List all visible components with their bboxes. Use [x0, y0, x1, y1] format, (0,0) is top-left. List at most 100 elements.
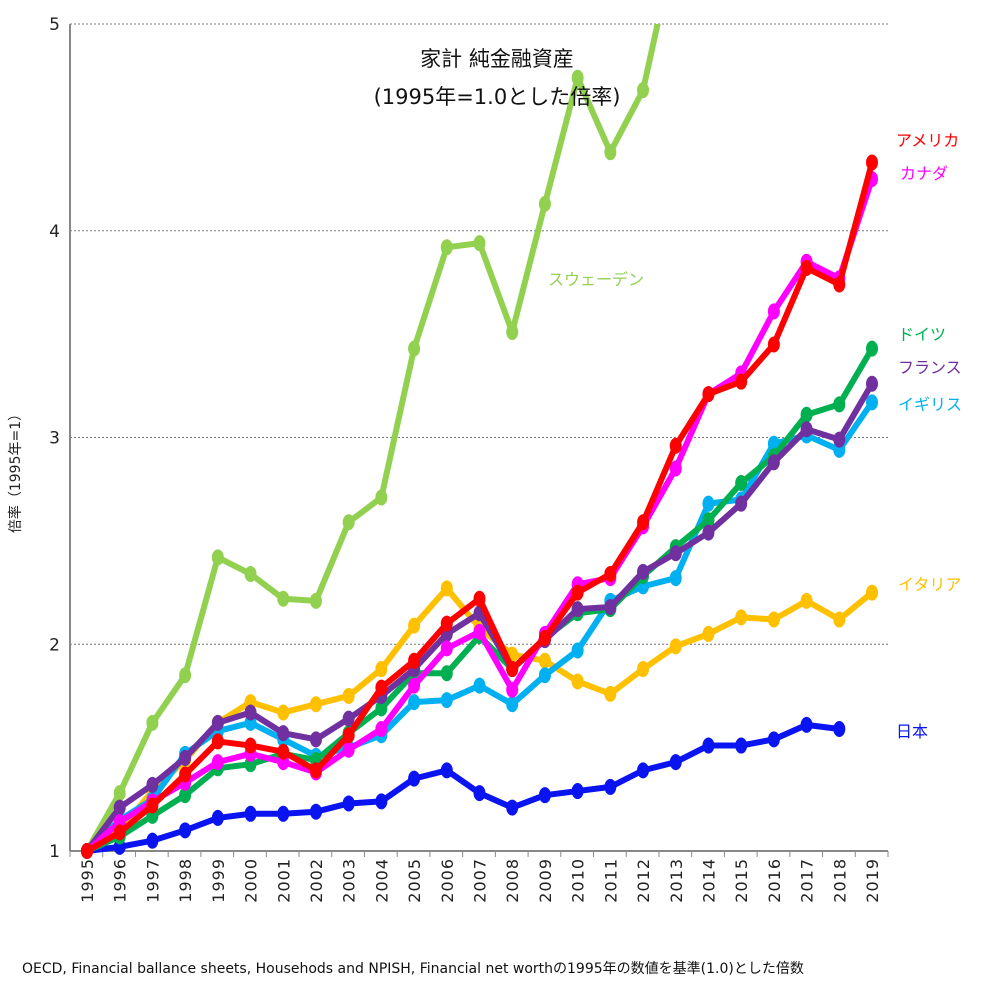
x-tick-label: 2019 — [863, 858, 882, 903]
data-point — [866, 394, 878, 411]
data-point — [309, 592, 322, 609]
data-point — [669, 437, 682, 454]
footnote: OECD, Financial ballance sheets, Househo… — [22, 960, 804, 977]
data-point — [702, 386, 715, 403]
data-point — [604, 685, 617, 702]
data-point — [179, 787, 192, 804]
data-point — [571, 673, 584, 690]
data-point — [440, 615, 453, 632]
x-tick-label: 2012 — [634, 858, 653, 903]
data-point — [767, 454, 780, 471]
data-point — [866, 375, 878, 392]
series-line — [85, 161, 875, 854]
data-point — [342, 514, 355, 531]
data-point — [767, 611, 780, 628]
data-point — [735, 609, 748, 626]
x-tick-label: 2005 — [405, 858, 424, 903]
series-label: イタリア — [898, 575, 961, 594]
data-point — [866, 340, 878, 357]
data-point — [702, 524, 715, 541]
x-tick-label: 2010 — [569, 858, 588, 903]
data-point — [767, 731, 780, 748]
data-point — [702, 512, 715, 529]
data-point — [571, 642, 584, 659]
data-point — [735, 737, 748, 754]
data-point — [375, 700, 388, 717]
data-point — [244, 565, 257, 582]
data-point — [342, 795, 355, 812]
data-point — [506, 681, 519, 698]
y-tick-label: 3 — [49, 429, 60, 449]
data-point — [571, 783, 584, 800]
data-point — [538, 630, 551, 647]
data-point — [179, 749, 192, 766]
data-point — [277, 743, 290, 760]
data-point — [604, 565, 617, 582]
axes: 1 2 3 4 5 1995 1996 1997 1998 1999 2000 2001 2002 200… — [49, 15, 889, 903]
x-tick-label: 2013 — [667, 858, 686, 903]
data-point — [767, 336, 780, 353]
data-point — [244, 805, 257, 822]
x-tick-label: 2009 — [536, 858, 555, 903]
data-point — [833, 611, 846, 628]
data-point — [277, 725, 290, 742]
data-point — [506, 324, 519, 341]
data-point — [211, 809, 224, 826]
data-point — [669, 754, 682, 771]
x-tick-label: 2000 — [242, 858, 261, 903]
data-point — [473, 590, 486, 607]
data-point — [146, 714, 159, 731]
data-point — [440, 692, 453, 709]
chart-title: 家計 純金融資産 — [420, 47, 574, 71]
data-point — [506, 696, 519, 713]
series-label: フランス — [898, 358, 962, 377]
data-point — [146, 832, 159, 849]
data-point — [309, 803, 322, 820]
data-point — [866, 154, 878, 171]
data-point — [669, 460, 682, 477]
x-tick-label: 2017 — [798, 858, 817, 903]
data-point — [473, 235, 486, 252]
data-point — [113, 785, 126, 802]
x-tick-label: 1998 — [176, 858, 195, 903]
data-point — [800, 259, 813, 276]
data-point — [146, 797, 159, 814]
data-point — [342, 727, 355, 744]
series-label: スウェーデン — [548, 270, 644, 289]
y-tick-label: 4 — [49, 222, 60, 242]
y-tick-label: 1 — [49, 842, 60, 862]
data-point — [309, 762, 322, 779]
data-point — [408, 770, 421, 787]
data-point — [538, 667, 551, 684]
data-point — [473, 677, 486, 694]
data-point — [146, 776, 159, 793]
data-point — [538, 787, 551, 804]
data-point — [309, 696, 322, 713]
data-point — [408, 677, 421, 694]
data-point — [637, 514, 650, 531]
x-tick-label: 2007 — [471, 858, 490, 903]
data-point — [440, 665, 453, 682]
x-tick-label: 1997 — [143, 858, 162, 903]
x-tick-label: 2014 — [699, 858, 718, 903]
x-tick-label: 1999 — [209, 858, 228, 903]
data-point — [800, 406, 813, 423]
x-tick-label: 2015 — [732, 858, 751, 903]
data-point — [604, 778, 617, 795]
data-point — [637, 661, 650, 678]
x-tick-label: 2016 — [765, 858, 784, 903]
y-tick-label: 5 — [49, 15, 60, 35]
data-point — [179, 822, 192, 839]
data-point — [375, 489, 388, 506]
data-point — [211, 754, 224, 771]
data-point — [702, 625, 715, 642]
series-5 — [81, 375, 878, 859]
data-point — [81, 843, 93, 859]
data-point — [604, 599, 617, 616]
data-point — [571, 584, 584, 601]
series-label: アメリカ — [896, 131, 959, 150]
data-point — [604, 144, 617, 161]
data-point — [702, 737, 715, 754]
series-label: カナダ — [900, 164, 948, 183]
